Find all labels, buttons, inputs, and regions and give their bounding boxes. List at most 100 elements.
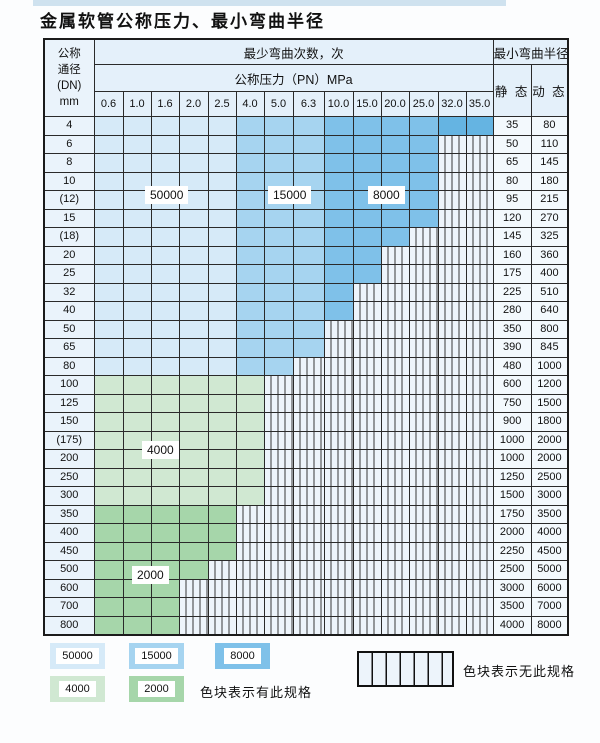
no-spec-cell: [465, 560, 494, 580]
no-spec-cell: [465, 467, 494, 487]
no-spec-cell: [437, 171, 467, 191]
no-spec-cell: [408, 264, 439, 284]
dynamic-value: 145: [530, 153, 569, 173]
dynamic-value: 360: [530, 245, 569, 265]
spec-cell: [352, 153, 382, 173]
spec-cell: [122, 227, 152, 247]
no-spec-cell: [437, 541, 467, 561]
spec-cell: [93, 356, 124, 376]
dynamic-value: 80: [530, 116, 569, 136]
no-spec-cell: [352, 597, 382, 617]
spec-cell: [292, 245, 325, 265]
spec-cell: [178, 245, 209, 265]
spec-cell: [150, 541, 180, 561]
no-spec-cell: [437, 412, 467, 432]
table-row: 80 480 1000: [43, 356, 569, 376]
no-spec-cell: [380, 356, 410, 376]
no-spec-cell: [408, 467, 439, 487]
spec-cell: [150, 597, 180, 617]
no-spec-cell: [263, 560, 294, 580]
no-spec-cell: [380, 615, 410, 636]
spec-cell: [263, 116, 294, 136]
pressure-col-header: 25.0: [408, 91, 439, 117]
no-spec-cell: [380, 560, 410, 580]
dynamic-value: 800: [530, 319, 569, 339]
static-value: 900: [492, 412, 532, 432]
no-spec-cell: [465, 541, 494, 561]
legend-swatch-2000: 2000: [129, 676, 184, 702]
spec-cell: [207, 486, 237, 506]
spec-cell: [93, 412, 124, 432]
no-spec-cell: [437, 356, 467, 376]
dn-cell: (12): [43, 190, 95, 210]
spec-cell: [292, 282, 325, 302]
spec-cell: [93, 116, 124, 136]
static-value: 95: [492, 190, 532, 210]
spec-cell: [352, 116, 382, 136]
table-row: 700 3500 7000: [43, 597, 569, 617]
dn-cell: 200: [43, 449, 95, 469]
no-spec-cell: [263, 412, 294, 432]
no-spec-cell: [465, 356, 494, 376]
no-spec-cell: [437, 282, 467, 302]
dn-cell: 700: [43, 597, 95, 617]
table-row: 350 1750 3500: [43, 504, 569, 524]
spec-cell: [93, 245, 124, 265]
no-spec-cell: [352, 301, 382, 321]
no-spec-cell: [323, 597, 354, 617]
static-value: 1750: [492, 504, 532, 524]
no-spec-cell: [323, 615, 354, 636]
no-spec-cell: [292, 541, 325, 561]
no-spec-cell: [207, 597, 237, 617]
spec-cell: [178, 430, 209, 450]
spec-cell: [93, 467, 124, 487]
spec-cell: [93, 393, 124, 413]
spec-cell: [207, 227, 237, 247]
no-spec-cell: [380, 449, 410, 469]
spec-cell: [323, 282, 354, 302]
nominal-pressure-header: 公称压力（PN）MPa: [93, 64, 494, 92]
no-spec-cell: [292, 504, 325, 524]
no-spec-cell: [380, 597, 410, 617]
dynamic-value: 2500: [530, 467, 569, 487]
spec-cell: [150, 116, 180, 136]
dn-cell: 300: [43, 486, 95, 506]
spec-cell: [235, 375, 265, 395]
spec-cell: [150, 523, 180, 543]
page-title: 金属软管公称压力、最小弯曲半径: [40, 12, 325, 31]
no-spec-cell: [380, 319, 410, 339]
spec-cell: [178, 319, 209, 339]
no-spec-cell: [292, 467, 325, 487]
spec-cell: [292, 153, 325, 173]
no-spec-cell: [352, 319, 382, 339]
spec-cell: [178, 504, 209, 524]
no-spec-cell: [408, 430, 439, 450]
no-spec-cell: [352, 467, 382, 487]
spec-cell: [178, 523, 209, 543]
no-spec-cell: [235, 578, 265, 598]
spec-cell: [93, 319, 124, 339]
spec-cell: [122, 504, 152, 524]
no-spec-cell: [323, 578, 354, 598]
no-spec-cell: [178, 578, 209, 598]
table-row: (175) 1000 2000: [43, 430, 569, 450]
dn-cell: 800: [43, 615, 95, 636]
spec-cell: [235, 171, 265, 191]
no-spec-cell: [292, 523, 325, 543]
pressure-col-header: 4.0: [235, 91, 265, 117]
pressure-col-header: 32.0: [437, 91, 467, 117]
no-spec-cell: [292, 393, 325, 413]
spec-cell: [207, 245, 237, 265]
spec-cell: [178, 301, 209, 321]
header-row-2: 公称压力（PN）MPa 静 态 动 态: [44, 64, 569, 117]
static-value: 120: [492, 208, 532, 228]
no-spec-cell: [207, 578, 237, 598]
no-spec-cell: [323, 430, 354, 450]
no-spec-cell: [408, 486, 439, 506]
table-row: 20 160 360: [43, 245, 569, 265]
no-spec-cell: [352, 375, 382, 395]
no-spec-cell: [323, 486, 354, 506]
spec-cell: [380, 134, 410, 154]
table-row: 200 1000 2000: [43, 449, 569, 469]
